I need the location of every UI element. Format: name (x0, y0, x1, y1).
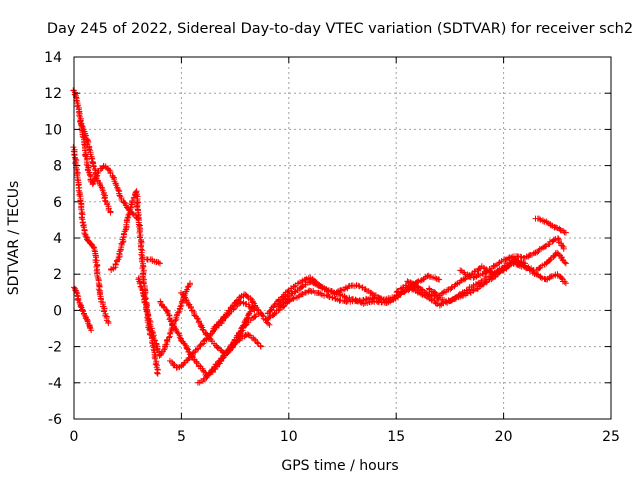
series-sat-k (178, 289, 256, 357)
y-tick-label: 8 (53, 159, 62, 175)
x-tick-label: 0 (70, 429, 79, 445)
series-sat-l (210, 291, 273, 332)
x-tick-label: 15 (387, 429, 405, 445)
series-sat-t (457, 235, 567, 281)
y-tick-label: -4 (48, 376, 62, 392)
data-point-markers (457, 235, 567, 281)
x-tick-label: 25 (602, 429, 620, 445)
series-sat-b (70, 144, 112, 327)
y-tick-label: 10 (44, 122, 62, 138)
y-tick-label: 4 (53, 231, 62, 247)
data-point-markers (70, 144, 112, 327)
axis-ticks: 0 5 10 15 20 25 -6 -4 -2 0 2 4 6 8 10 12 14 (44, 50, 620, 445)
x-tick-label: 5 (177, 429, 186, 445)
series-sat-s (532, 215, 569, 236)
y-axis-label: SDTVAR / TECUs (6, 181, 22, 296)
series-sat-d (77, 117, 114, 216)
series-sat-g (143, 256, 163, 267)
chart-title: Day 245 of 2022, Sidereal Day-to-day VTE… (47, 21, 633, 37)
y-tick-label: 0 (53, 303, 62, 319)
series-sat-r (426, 249, 569, 299)
y-tick-label: -6 (48, 412, 62, 428)
data-point-markers (264, 274, 383, 317)
x-axis-label: GPS time / hours (281, 458, 398, 474)
y-tick-label: 14 (44, 50, 62, 66)
grid-lines (74, 57, 611, 419)
data-point-markers (77, 117, 114, 216)
data-point-markers (210, 291, 273, 332)
data-point-markers (143, 256, 163, 267)
data-points (70, 87, 569, 386)
y-tick-label: 12 (44, 86, 62, 102)
data-point-markers (178, 289, 256, 357)
data-point-markers (426, 249, 569, 299)
series-sat-o (264, 274, 383, 317)
y-tick-label: -2 (48, 340, 62, 356)
y-tick-label: 6 (53, 195, 62, 211)
x-tick-label: 20 (495, 429, 513, 445)
y-tick-label: 2 (53, 267, 62, 283)
x-tick-label: 10 (280, 429, 298, 445)
data-point-markers (532, 215, 569, 236)
